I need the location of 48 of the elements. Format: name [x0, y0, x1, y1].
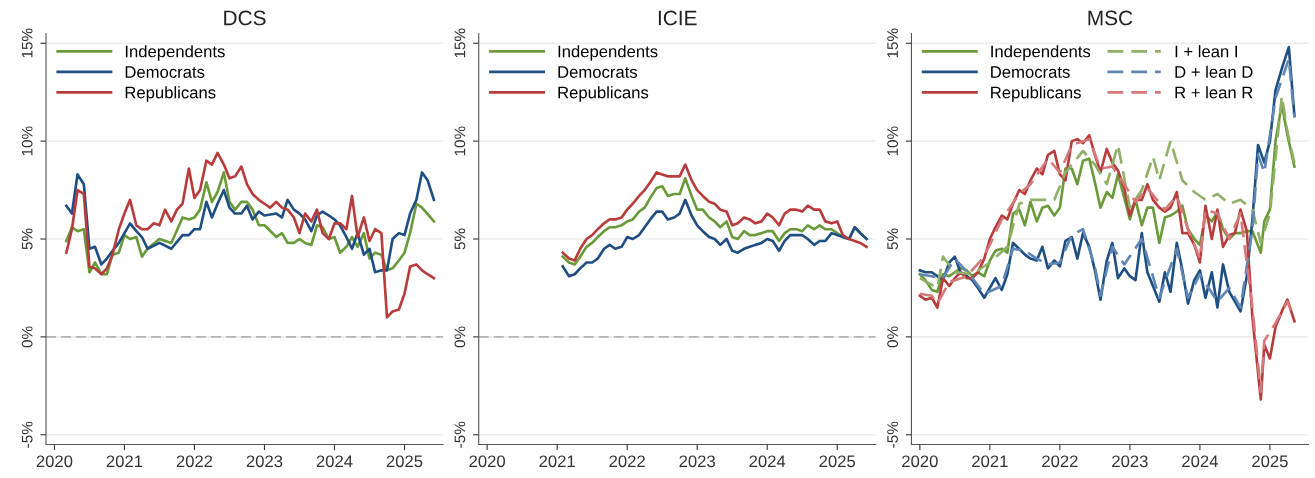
y-tick-label: 5%: [887, 228, 899, 250]
legend-label: Democrats: [558, 66, 638, 78]
legend-label: R + lean R: [1175, 86, 1253, 99]
legend-label: Independents: [991, 45, 1091, 61]
chart-title: ICIE: [658, 10, 697, 26]
legend-label: Independents: [558, 45, 658, 61]
x-tick-label: 2024: [316, 455, 353, 468]
legend-label: D + lean D: [1175, 65, 1253, 78]
y-tick-label: 5%: [454, 228, 466, 250]
chart-title: MSC: [1088, 10, 1133, 26]
legend-label: I + lean I: [1175, 45, 1237, 58]
x-tick-label: 2022: [1042, 455, 1078, 468]
x-tick-label: 2020: [469, 455, 506, 468]
x-tick-label: 2025: [819, 455, 856, 468]
y-tick-label: -5%: [887, 421, 899, 448]
x-tick-label: 2024: [749, 455, 786, 468]
y-tick-label: 15%: [21, 28, 33, 58]
chart-title: DCS: [224, 10, 266, 26]
legend-label: Republicans: [991, 86, 1081, 102]
y-tick-label: 10%: [454, 126, 466, 156]
y-tick-label: -5%: [21, 421, 33, 448]
legend-label: Democrats: [125, 66, 205, 78]
x-tick-label: 2023: [679, 455, 715, 468]
x-tick-label: 2021: [539, 455, 575, 468]
legend-label: Republicans: [125, 86, 216, 102]
y-tick-label: 10%: [887, 126, 899, 156]
x-tick-label: 2021: [972, 455, 1008, 468]
y-tick-label: 15%: [887, 28, 899, 58]
x-tick-label: 2023: [1112, 455, 1148, 468]
x-tick-label: 2022: [176, 455, 213, 468]
legend-label: Democrats: [991, 66, 1070, 78]
x-tick-label: 2020: [902, 455, 938, 468]
x-tick-label: 2025: [1252, 455, 1288, 468]
x-tick-label: 2025: [386, 455, 423, 468]
x-tick-label: 2020: [36, 455, 73, 468]
y-tick-label: 15%: [454, 28, 466, 58]
legend-label: Republicans: [558, 86, 649, 102]
legend-label: Independents: [125, 45, 225, 61]
y-tick-label: 0%: [887, 326, 899, 348]
y-tick-label: 5%: [21, 228, 33, 250]
y-tick-label: 10%: [21, 126, 33, 156]
x-tick-label: 2024: [1182, 455, 1218, 468]
y-tick-label: 0%: [454, 326, 466, 348]
y-tick-label: 0%: [21, 326, 33, 348]
x-tick-label: 2022: [609, 455, 645, 468]
y-tick-label: -5%: [454, 421, 466, 448]
x-tick-label: 2021: [106, 455, 143, 468]
x-tick-label: 2023: [246, 455, 283, 468]
